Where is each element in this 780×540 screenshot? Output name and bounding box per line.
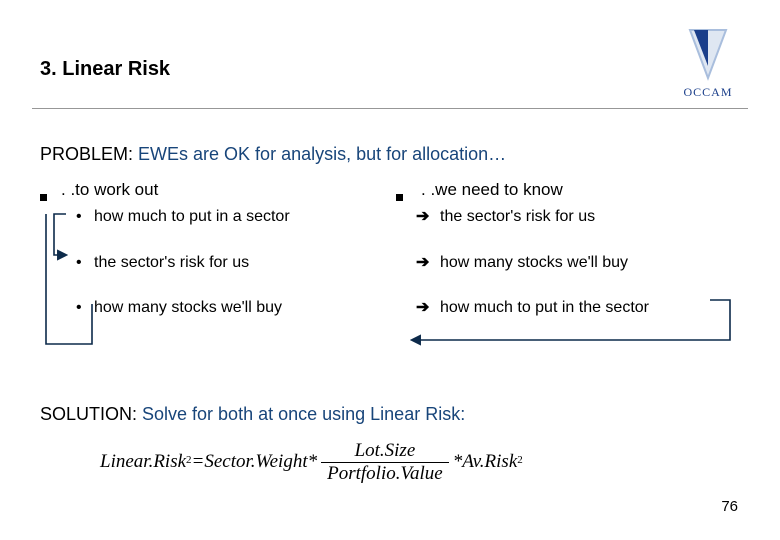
right-column-head: . .we need to know bbox=[396, 180, 740, 200]
right-item-1: how many stocks we'll buy bbox=[440, 254, 628, 271]
problem-label: PROBLEM: bbox=[40, 144, 133, 164]
right-items: ➔ the sector's risk for us ➔ how many stoc… bbox=[416, 206, 740, 319]
formula-eq: = bbox=[192, 451, 205, 473]
formula-t2-sup: 2 bbox=[517, 454, 523, 466]
right-item-2: how much to put in the sector bbox=[440, 299, 649, 316]
left-item-1: the sector's risk for us bbox=[94, 254, 249, 271]
right-head-text: . .we need to know bbox=[421, 180, 563, 200]
list-item: ➔ the sector's risk for us bbox=[416, 206, 740, 228]
list-item: ➔ how much to put in the sector bbox=[416, 297, 740, 319]
list-item: the sector's risk for us bbox=[76, 252, 390, 274]
left-item-2: how many stocks we'll buy bbox=[94, 299, 282, 316]
formula-frac-num: Lot.Size bbox=[349, 440, 422, 462]
list-item: how many stocks we'll buy bbox=[76, 297, 390, 319]
bullet-square-icon bbox=[40, 194, 47, 201]
formula-frac-den: Portfolio.Value bbox=[321, 463, 449, 485]
formula-lhs-sup: 2 bbox=[186, 454, 192, 466]
formula-t2-base: Av.Risk bbox=[462, 451, 517, 473]
problem-line: PROBLEM: EWEs are OK for analysis, but f… bbox=[40, 144, 506, 165]
formula-star2: * bbox=[453, 451, 463, 473]
arrow-right-icon: ➔ bbox=[416, 252, 429, 274]
solution-text: Solve for both at once using Linear Risk… bbox=[137, 404, 465, 424]
right-column: . .we need to know ➔ the sector's risk fo… bbox=[390, 180, 740, 343]
slide: OCCAM 3. Linear Risk PROBLEM: EWEs are O… bbox=[0, 0, 780, 540]
formula-star1: * bbox=[308, 451, 318, 473]
solution-line: SOLUTION: Solve for both at once using L… bbox=[40, 404, 465, 425]
solution-label: SOLUTION: bbox=[40, 404, 137, 424]
formula: Linear.Risk2 = Sector.Weight * Lot.Size … bbox=[100, 440, 523, 485]
bullet-square-icon bbox=[396, 194, 403, 201]
columns: . .to work out how much to put in a sect… bbox=[40, 180, 740, 343]
list-item: ➔ how many stocks we'll buy bbox=[416, 252, 740, 274]
header-row: 3. Linear Risk bbox=[40, 58, 748, 81]
logo-text: OCCAM bbox=[683, 85, 732, 99]
left-column: . .to work out how much to put in a sect… bbox=[40, 180, 390, 343]
right-item-0: the sector's risk for us bbox=[440, 208, 595, 225]
arrow-right-icon: ➔ bbox=[416, 297, 429, 319]
divider bbox=[32, 108, 748, 109]
left-column-head: . .to work out bbox=[40, 180, 390, 200]
left-head-text: . .to work out bbox=[61, 180, 158, 200]
page-number: 76 bbox=[721, 498, 738, 515]
formula-t1: Sector.Weight bbox=[204, 451, 307, 473]
slide-title: 3. Linear Risk bbox=[40, 58, 170, 81]
formula-lhs-base: Linear.Risk bbox=[100, 451, 186, 473]
arrow-right-icon: ➔ bbox=[416, 206, 429, 228]
left-items: how much to put in a sector the sector's… bbox=[76, 206, 390, 319]
formula-fraction: Lot.Size Portfolio.Value bbox=[321, 440, 449, 485]
problem-text: EWEs are OK for analysis, but for alloca… bbox=[133, 144, 506, 164]
left-item-0: how much to put in a sector bbox=[94, 208, 290, 225]
list-item: how much to put in a sector bbox=[76, 206, 390, 228]
